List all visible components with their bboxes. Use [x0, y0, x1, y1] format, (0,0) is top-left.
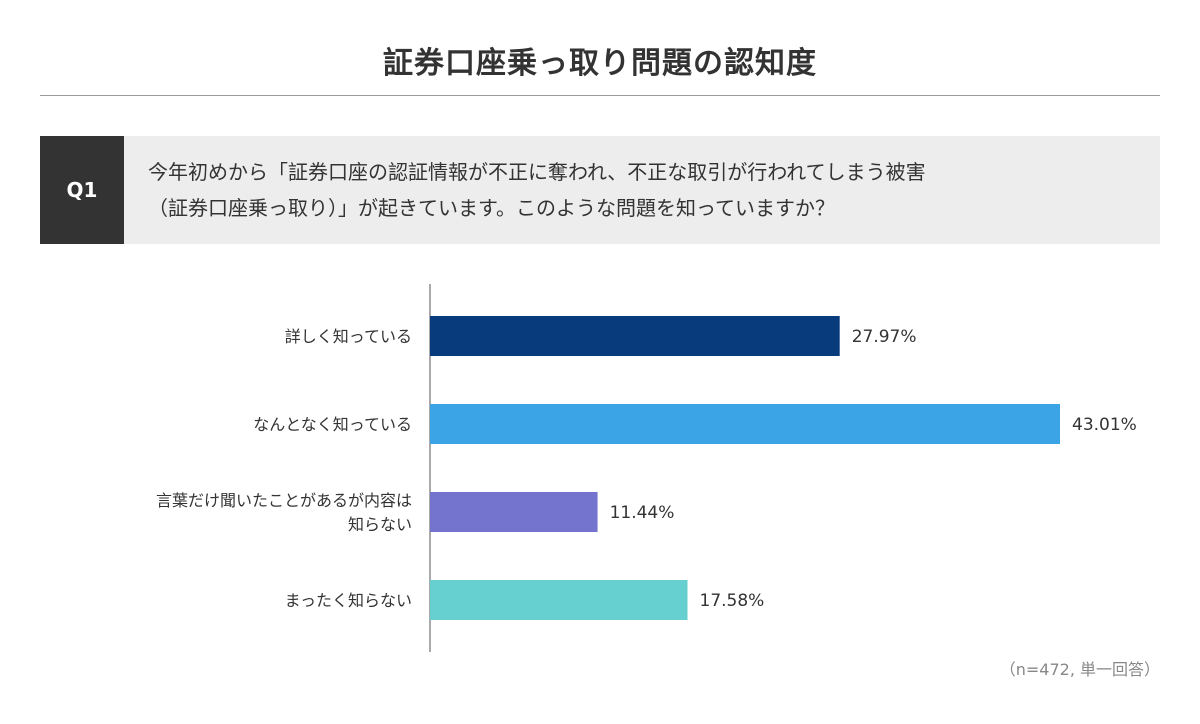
category-label-3-line-2: 知らない: [348, 515, 412, 534]
chart-title: 証券口座乗っ取り問題の認知度: [383, 46, 817, 81]
category-label-2: なんとなく知っている: [253, 415, 412, 434]
question-box: Q1 今年初めから「証券口座の認証情報が不正に奪われ、不正な取引が行われてしまう…: [40, 136, 1160, 244]
value-label-1: 27.97%: [852, 327, 917, 347]
question-line-2: （証券口座乗っ取り）」が起きています。このような問題を知っていますか？: [148, 196, 835, 220]
bar-2: [430, 404, 1060, 444]
category-label-4: まったく知らない: [285, 591, 412, 610]
bar-4: [430, 580, 688, 620]
question-label: Q1: [40, 136, 124, 244]
bar-1: [430, 316, 840, 356]
category-label-1: 詳しく知っている: [285, 327, 412, 346]
value-label-4: 17.58%: [700, 591, 765, 611]
value-label-2: 43.01%: [1072, 415, 1137, 435]
sample-note: （n=472, 単一回答）: [999, 660, 1160, 679]
question-line-1: 今年初めから「証券口座の認証情報が不正に奪われ、不正な取引が行われてしまう被害: [148, 160, 926, 184]
category-label-3-line-1: 言葉だけ聞いたことがあるが内容は: [156, 491, 412, 510]
bar-3: [430, 492, 598, 532]
value-label-3: 11.44%: [610, 503, 675, 523]
question-text: 今年初めから「証券口座の認証情報が不正に奪われ、不正な取引が行われてしまう被害 …: [148, 154, 1138, 226]
title-divider: [40, 95, 1160, 96]
